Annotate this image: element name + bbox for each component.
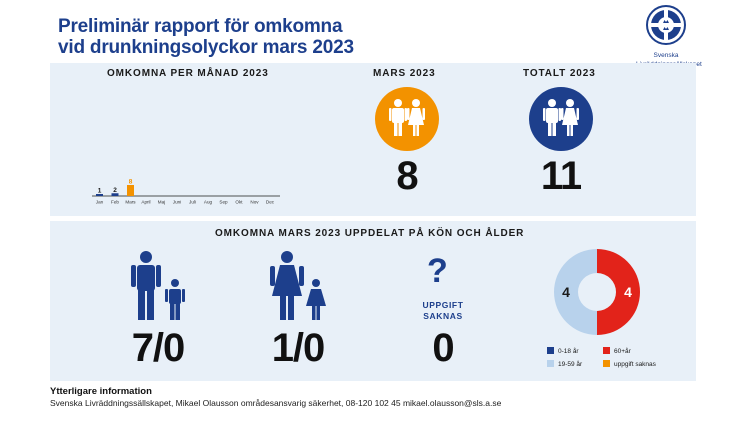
footer-contact: Svenska Livräddningssällskapet, Mikael O… <box>50 398 502 408</box>
chart-data-label: 2 <box>113 187 117 194</box>
chart-tick-label: Feb <box>111 200 119 205</box>
total-heading: TOTALT 2023 <box>523 68 596 79</box>
donut-slice <box>554 249 597 335</box>
chart-bar <box>96 194 103 196</box>
man-woman-icon <box>543 99 579 136</box>
chart-tick-label: April <box>141 200 150 205</box>
women-value: 1/0 <box>271 326 326 370</box>
logo-text-line-1: Svenska <box>653 52 679 59</box>
man-woman-icon <box>389 99 425 136</box>
men-value: 7/0 <box>131 326 186 370</box>
chart-bar <box>127 185 134 196</box>
age-donut-chart: 44 <box>554 249 640 335</box>
unknown-label: UPPGIFT SAKNAS <box>400 300 486 322</box>
chart-data-label: 8 <box>129 179 133 186</box>
chart-tick-label: Nov <box>250 200 259 205</box>
chart-tick-label: Jan <box>96 200 104 205</box>
legend-swatch <box>547 347 554 354</box>
logo: Svenska Livräddningssällskapet <box>636 4 702 68</box>
chart-data-label: 1 <box>98 188 102 195</box>
monthly-bar-chart: 1 Jan 2 Feb 8 Mars April Maj Juni Juli Aug Sep Okt No… <box>92 179 280 205</box>
chart-bar <box>111 193 119 196</box>
breakdown-panel <box>50 221 696 381</box>
question-mark-icon: ? <box>427 252 448 290</box>
man-boy-icon <box>131 251 185 320</box>
unknown-label-line-1: UPPGIFT <box>422 300 464 310</box>
donut-slice-label: 4 <box>624 284 632 300</box>
chart-tick-label: Juni <box>173 200 181 205</box>
chart-tick-label: Sep <box>219 200 228 205</box>
chart-tick-label: Okt <box>235 200 243 205</box>
legend-item: uppgift saknas <box>603 360 656 368</box>
legend-label: 0-18 år <box>558 348 579 355</box>
chart-tick-label: Aug <box>204 200 213 205</box>
title-line-2: vid drunkningsolyckor mars 2023 <box>58 37 354 58</box>
page-title: Preliminär rapport för omkomna vid drunk… <box>58 16 354 58</box>
unknown-label-line-2: SAKNAS <box>423 311 463 321</box>
summary-panel <box>50 63 696 216</box>
total-circle <box>529 87 593 151</box>
legend-label: 19-59 år <box>558 361 583 368</box>
legend-label: uppgift saknas <box>614 361 656 368</box>
footer-heading: Ytterligare information <box>50 386 152 397</box>
chart-tick-label: Dec <box>266 200 275 205</box>
title-line-1: Preliminär rapport för omkomna <box>58 16 343 37</box>
legend-item: 0-18 år <box>547 347 579 355</box>
legend-swatch <box>603 360 610 367</box>
breakdown-heading: OMKOMNA MARS 2023 UPPDELAT PÅ KÖN OCH ÅL… <box>215 228 525 239</box>
march-heading: MARS 2023 <box>373 68 436 79</box>
donut-slice-label: 4 <box>562 284 570 300</box>
march-value: 8 <box>396 154 418 198</box>
total-value: 11 <box>540 154 582 198</box>
legend-swatch <box>547 360 554 367</box>
legend-item: 60+år <box>603 347 631 355</box>
chart-tick-label: Juli <box>189 200 196 205</box>
monthly-heading: OMKOMNA PER MÅNAD 2023 <box>107 68 269 79</box>
chart-tick-label: Mars <box>125 200 136 205</box>
lifebuoy-crown-icon <box>646 5 686 45</box>
legend-label: 60+år <box>614 348 631 355</box>
woman-girl-icon <box>270 251 326 320</box>
legend-swatch <box>603 347 610 354</box>
unknown-value: 0 <box>432 326 454 370</box>
chart-tick-label: Maj <box>158 200 165 205</box>
legend-item: 19-59 år <box>547 360 582 368</box>
march-circle <box>375 87 439 151</box>
donut-slice <box>597 249 640 335</box>
